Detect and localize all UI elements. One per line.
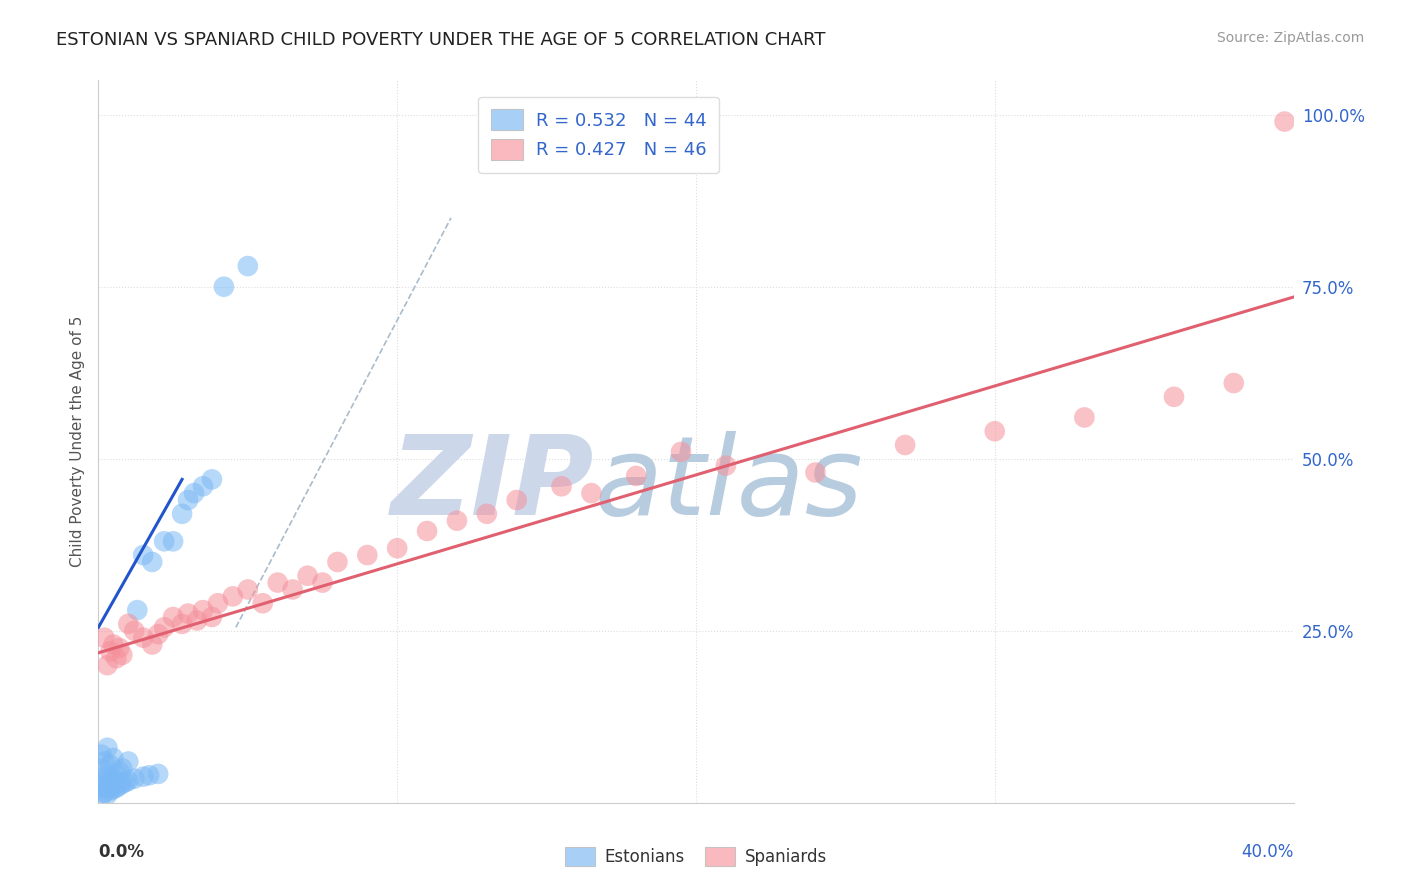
Point [98,775,122,789]
Point [132,631,155,645]
Point [108,640,131,655]
Point [172,507,194,521]
Point [297,568,319,582]
Point [207,596,229,610]
Legend: Estonians, Spaniards: Estonians, Spaniards [558,840,834,872]
Point [177,493,200,508]
Point [252,596,274,610]
Point [236,259,259,273]
Point [90,775,112,789]
Point [236,582,259,597]
Text: ZIP: ZIP [391,432,595,539]
Point [446,514,468,528]
Point [105,768,128,782]
Point [108,764,131,779]
Point [162,534,184,549]
Point [311,575,333,590]
Point [111,776,134,790]
Point [984,424,1007,438]
Point [96,740,118,755]
Point [201,472,224,486]
Point [103,751,125,765]
Point [111,761,134,775]
Point [138,768,160,782]
Point [162,610,184,624]
Point [201,610,224,624]
Point [98,644,122,658]
Point [117,773,139,788]
Text: ESTONIAN VS SPANIARD CHILD POVERTY UNDER THE AGE OF 5 CORRELATION CHART: ESTONIAN VS SPANIARD CHILD POVERTY UNDER… [56,31,825,49]
Point [108,779,131,793]
Point [141,555,163,569]
Text: Source: ZipAtlas.com: Source: ZipAtlas.com [1216,31,1364,45]
Point [98,758,122,772]
Point [267,575,290,590]
Point [191,479,214,493]
Point [626,469,648,483]
Text: 0.0%: 0.0% [98,843,145,861]
Point [93,779,115,793]
Point [550,479,572,493]
Point [804,466,827,480]
Point [475,507,498,521]
Y-axis label: Child Poverty Under the Age of 5: Child Poverty Under the Age of 5 [69,316,84,567]
Point [581,486,603,500]
Point [894,438,917,452]
Point [669,445,692,459]
Point [177,607,200,621]
Point [153,620,176,634]
Point [90,761,112,775]
Point [90,782,112,797]
Point [132,770,155,784]
Point [93,755,115,769]
Point [93,772,115,786]
Point [93,785,115,799]
Text: atlas: atlas [595,432,863,539]
Point [1073,410,1095,425]
Point [96,768,118,782]
Point [111,648,134,662]
Point [117,755,139,769]
Point [127,603,149,617]
Point [1274,114,1296,128]
Point [96,788,118,802]
Point [90,789,112,803]
Point [103,782,125,797]
Point [124,624,146,638]
Point [416,524,439,538]
Point [103,638,125,652]
Point [183,486,205,500]
Point [1163,390,1185,404]
Point [90,747,112,762]
Point [141,638,163,652]
Point [1223,376,1246,390]
Point [96,780,118,795]
Point [222,590,245,604]
Point [385,541,409,556]
Text: 40.0%: 40.0% [1241,843,1294,861]
Point [105,780,128,795]
Point [191,603,214,617]
Point [153,534,176,549]
Point [103,772,125,786]
Point [93,631,115,645]
Point [356,548,378,562]
Point [172,616,194,631]
Point [148,767,170,781]
Point [326,555,349,569]
Point [186,614,208,628]
Point [124,772,146,786]
Point [117,616,139,631]
Point [714,458,737,473]
Point [132,548,155,562]
Point [114,775,136,789]
Point [281,582,304,597]
Point [148,627,170,641]
Point [212,279,235,293]
Point [105,651,128,665]
Point [96,658,118,673]
Point [506,493,529,508]
Point [98,783,122,797]
